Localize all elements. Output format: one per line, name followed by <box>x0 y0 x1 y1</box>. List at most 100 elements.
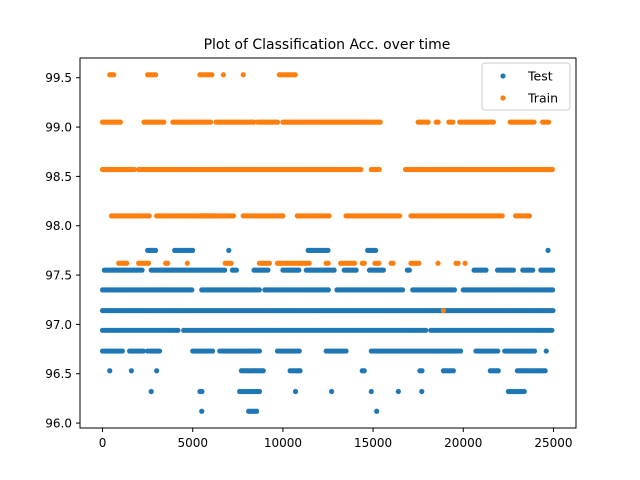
series-train <box>99 72 555 314</box>
data-point <box>373 247 379 253</box>
data-point <box>499 213 505 219</box>
data-point <box>256 287 262 293</box>
plot-frame <box>79 57 577 429</box>
data-point <box>325 260 331 266</box>
data-point <box>343 348 349 354</box>
y-tick-label: 99.5 <box>45 71 72 85</box>
y-tick-label: 99.0 <box>45 121 72 135</box>
data-point <box>145 260 152 266</box>
data-point <box>140 348 147 354</box>
data-point <box>550 307 556 314</box>
data-point <box>260 368 266 374</box>
data-point <box>297 368 303 374</box>
data-point <box>376 260 382 266</box>
data-point <box>526 213 533 219</box>
data-point <box>161 119 167 125</box>
y-tick-label: 97.0 <box>45 318 72 332</box>
data-point <box>451 287 458 293</box>
data-point <box>266 260 272 266</box>
data-point <box>209 72 215 78</box>
data-point <box>374 408 380 414</box>
data-point <box>292 388 299 395</box>
data-point <box>128 368 134 374</box>
data-point <box>425 119 431 125</box>
data-point <box>199 388 205 395</box>
data-point <box>296 348 302 354</box>
data-point <box>184 260 190 266</box>
data-point <box>189 247 196 253</box>
data-point <box>361 260 367 266</box>
data-point <box>549 287 556 293</box>
data-point <box>152 247 159 253</box>
data-point <box>325 287 331 293</box>
data-point <box>274 119 281 125</box>
y-tick-label: 96.5 <box>45 367 72 381</box>
data-point <box>107 368 113 374</box>
data-point <box>380 267 386 273</box>
data-point <box>531 348 538 354</box>
data-point <box>165 260 171 266</box>
data-point <box>222 267 228 273</box>
data-point <box>450 119 456 125</box>
data-point <box>329 388 335 395</box>
data-point <box>549 166 555 173</box>
data-point <box>240 72 246 78</box>
data-point <box>550 267 556 273</box>
data-point <box>549 327 555 333</box>
data-point <box>233 267 239 273</box>
data-point <box>175 327 181 333</box>
x-axis: 0 5000 10000 15000 20000 25000 <box>99 428 573 450</box>
data-point <box>251 119 257 125</box>
data-point <box>326 213 332 219</box>
data-point <box>111 72 117 78</box>
chart-title: Plot of Classification Acc. over time <box>204 37 451 53</box>
data-point <box>397 213 403 219</box>
data-point <box>361 368 367 374</box>
data-point <box>450 368 456 374</box>
data-point <box>390 260 396 266</box>
legend-marker-train <box>500 95 506 101</box>
data-point <box>399 287 406 293</box>
data-point <box>207 119 214 125</box>
data-point <box>545 119 552 125</box>
data-point <box>154 368 160 374</box>
series-test <box>99 247 556 414</box>
data-point <box>545 247 551 253</box>
legend-label-train: Train <box>527 91 558 106</box>
data-point <box>531 119 537 125</box>
data-point <box>495 368 501 374</box>
data-point <box>306 260 312 266</box>
data-point <box>131 166 137 173</box>
x-tick-label: 20000 <box>444 436 482 450</box>
y-tick-label: 98.0 <box>45 219 72 233</box>
data-point <box>542 368 548 374</box>
x-tick-label: 15000 <box>354 436 392 450</box>
data-point <box>416 260 422 266</box>
data-point <box>510 267 517 273</box>
data-point <box>419 388 425 395</box>
x-tick-label: 0 <box>99 436 107 450</box>
data-point <box>353 267 359 273</box>
data-point <box>331 267 337 273</box>
data-point <box>521 388 527 395</box>
data-point <box>230 213 237 219</box>
data-point <box>152 72 159 78</box>
data-point <box>146 213 152 219</box>
data-point <box>189 287 195 293</box>
data-point <box>495 348 501 354</box>
data-point <box>209 348 216 354</box>
data-point <box>490 119 496 125</box>
y-axis: 96.0 96.5 97.0 97.5 98.0 98.5 99.0 99.5 <box>45 71 80 431</box>
data-point <box>440 307 447 314</box>
data-point <box>148 388 154 395</box>
data-point <box>543 348 549 354</box>
data-point <box>156 348 163 354</box>
data-point <box>368 388 374 395</box>
x-tick-label: 5000 <box>177 436 208 450</box>
data-point <box>406 267 412 273</box>
data-point <box>253 408 260 414</box>
x-tick-label: 10000 <box>264 436 302 450</box>
legend-marker-test <box>500 73 506 79</box>
data-point <box>395 388 401 395</box>
